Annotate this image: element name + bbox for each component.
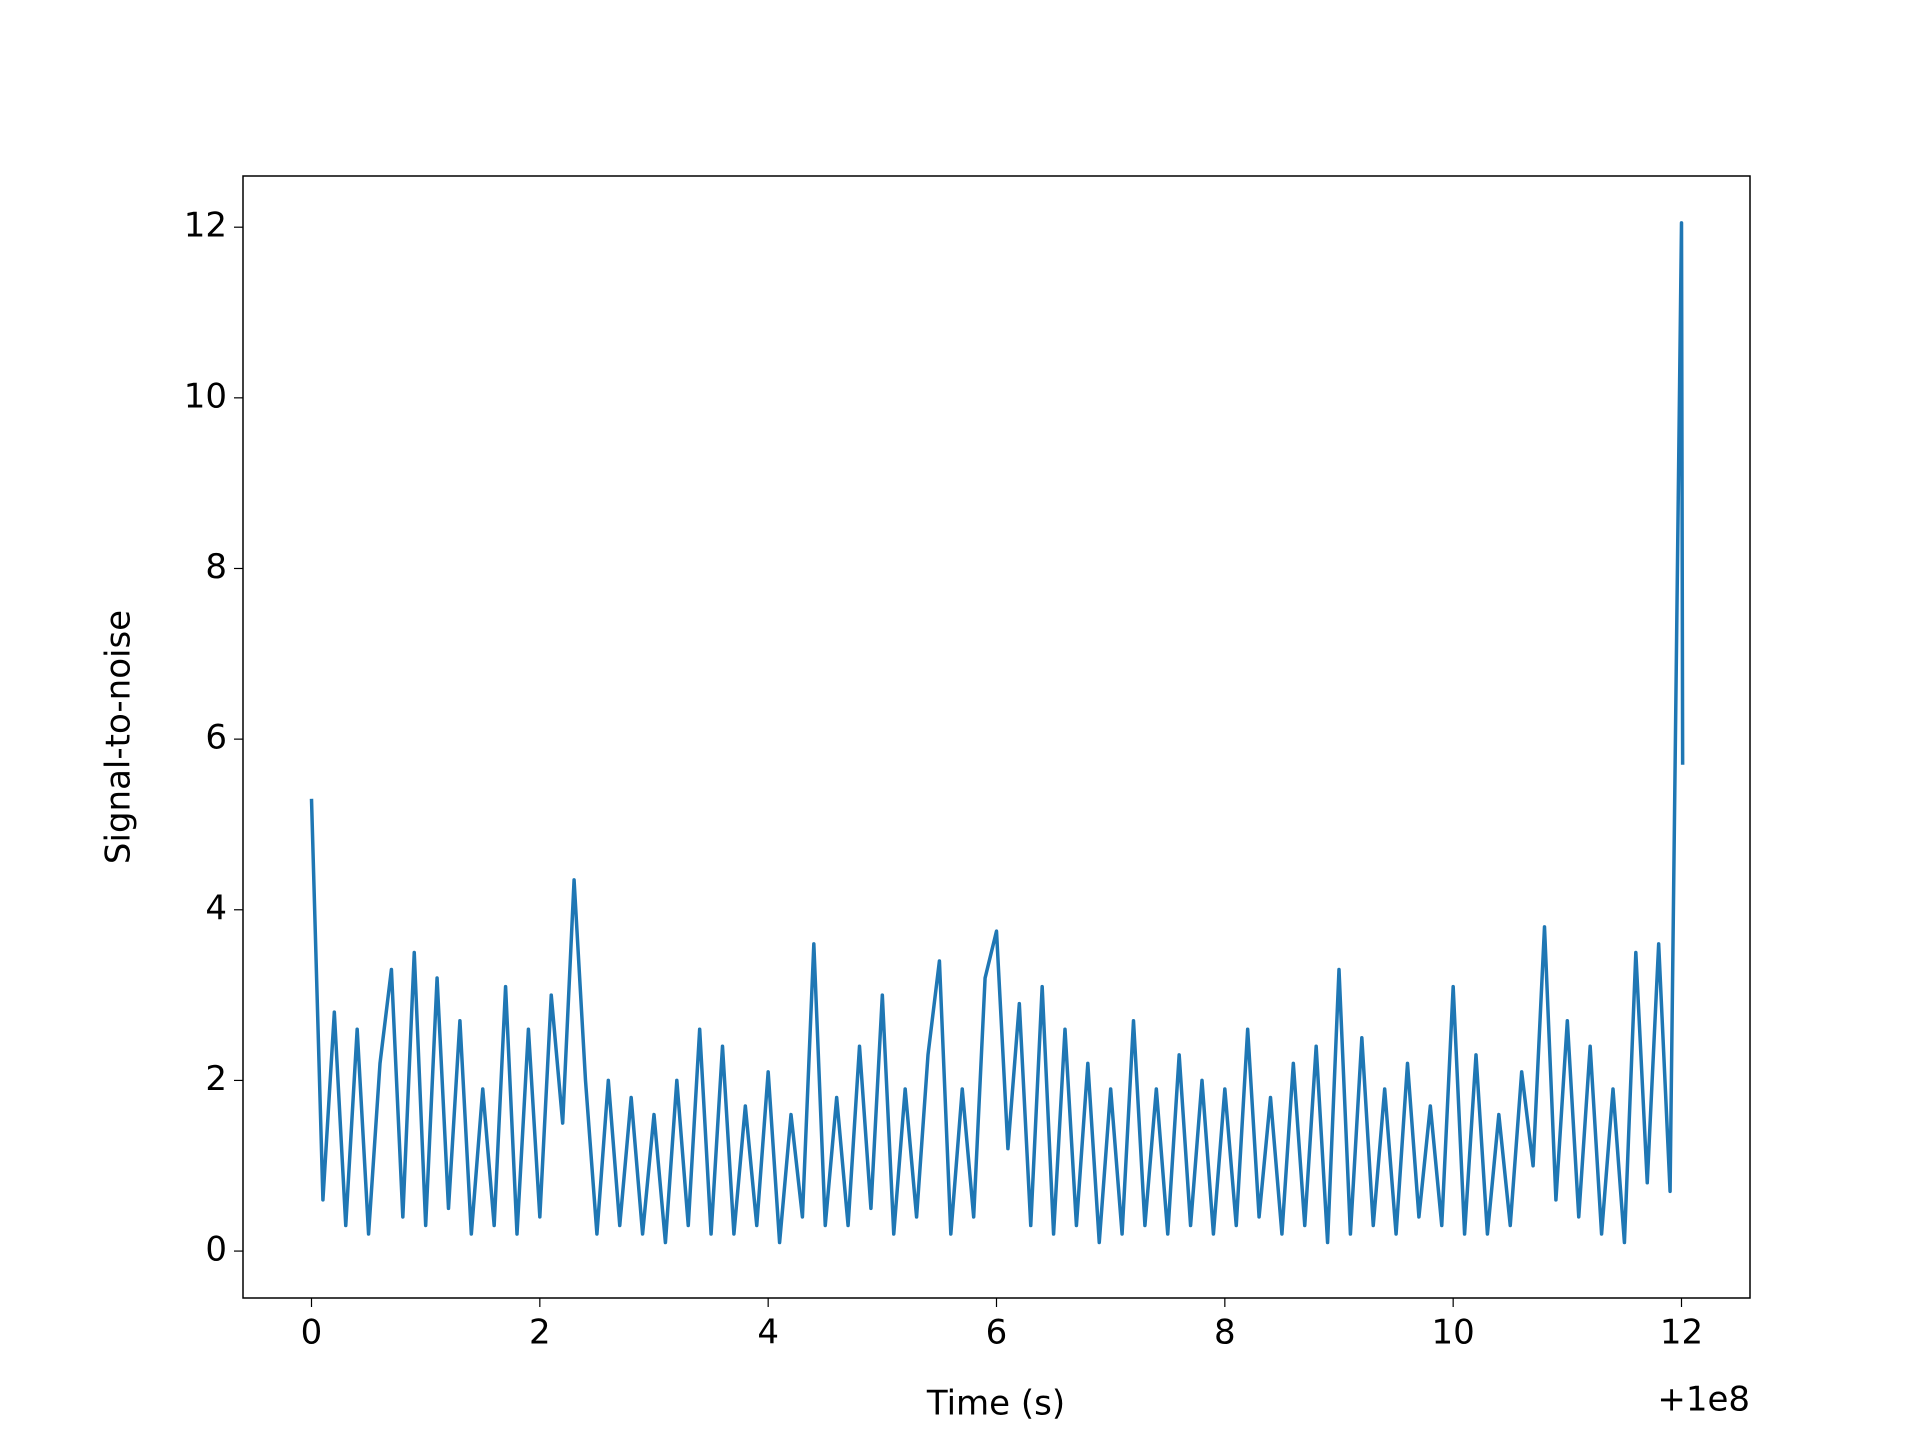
x-tick-label: 0 <box>301 1313 323 1353</box>
data-line <box>309 221 1685 1245</box>
y-tick-label: 6 <box>205 718 227 758</box>
x-offset-label: +1e8 <box>1657 1380 1750 1420</box>
plot-frame <box>242 175 1751 1299</box>
x-tick-label: 6 <box>986 1313 1008 1353</box>
y-tick-label: 8 <box>205 547 227 587</box>
x-tick-label: 4 <box>757 1313 779 1353</box>
y-tick-label: 12 <box>184 206 227 246</box>
y-axis-label: Signal-to-noise <box>99 610 139 864</box>
y-tick-label: 0 <box>205 1230 227 1270</box>
x-tick-label: 8 <box>1214 1313 1236 1353</box>
y-tick-label: 2 <box>205 1059 227 1099</box>
y-tick-label: 4 <box>205 888 227 928</box>
x-tick-label: 2 <box>529 1313 551 1353</box>
x-axis-label: Time (s) <box>926 1384 1065 1424</box>
x-tick-label: 12 <box>1660 1313 1703 1353</box>
y-tick-label: 10 <box>184 376 227 416</box>
x-tick-label: 10 <box>1432 1313 1475 1353</box>
